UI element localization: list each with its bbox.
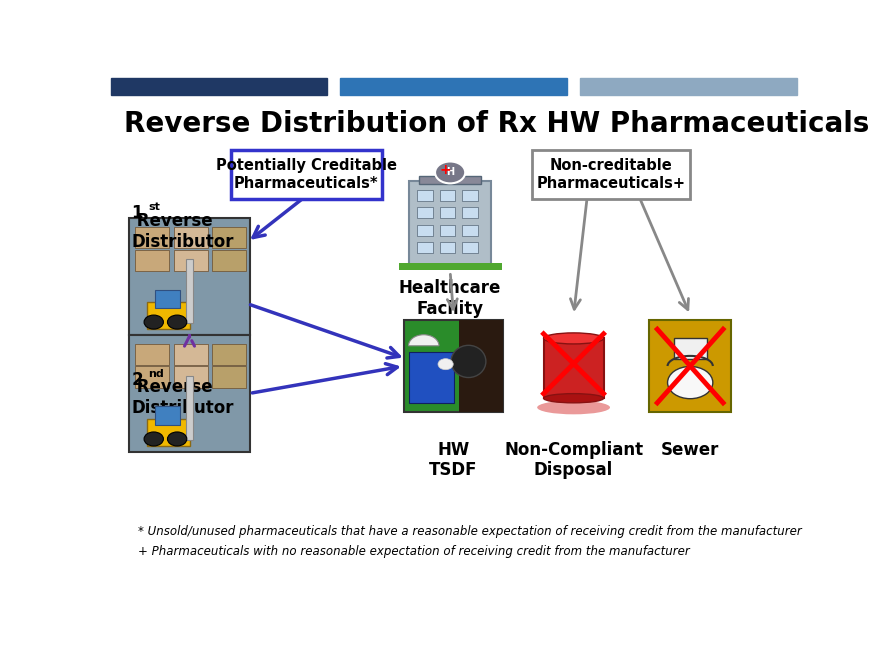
- Bar: [148, 419, 190, 446]
- Text: H: H: [446, 167, 454, 178]
- Bar: [135, 227, 169, 248]
- Bar: [129, 218, 250, 335]
- Text: Non-Compliant
Disposal: Non-Compliant Disposal: [504, 441, 643, 479]
- Wedge shape: [409, 335, 439, 346]
- Ellipse shape: [537, 401, 610, 414]
- Text: Healthcare
Facility: Healthcare Facility: [399, 279, 501, 318]
- Text: Potentially Creditable
Pharmaceuticals*: Potentially Creditable Pharmaceuticals*: [216, 158, 396, 191]
- Bar: [463, 225, 478, 236]
- Bar: [212, 344, 246, 365]
- Bar: [135, 249, 169, 271]
- Bar: [212, 249, 246, 271]
- Bar: [409, 181, 491, 267]
- Bar: [155, 406, 181, 424]
- Text: 2: 2: [131, 371, 142, 389]
- Bar: [417, 190, 433, 201]
- Bar: [135, 344, 169, 365]
- Circle shape: [167, 432, 187, 446]
- Bar: [417, 225, 433, 236]
- Text: Non-creditable
Pharmaceuticals+: Non-creditable Pharmaceuticals+: [537, 158, 686, 191]
- Bar: [212, 366, 246, 388]
- Text: +: +: [439, 163, 450, 177]
- Circle shape: [167, 315, 187, 329]
- Bar: [417, 207, 433, 218]
- Bar: [463, 190, 478, 201]
- Bar: [440, 242, 455, 253]
- Bar: [398, 264, 502, 270]
- Bar: [440, 225, 455, 236]
- Bar: [581, 78, 796, 95]
- Ellipse shape: [451, 346, 486, 377]
- Bar: [341, 78, 566, 95]
- Bar: [129, 335, 250, 452]
- Text: Reverse Distribution of Rx HW Pharmaceuticals: Reverse Distribution of Rx HW Pharmaceut…: [124, 110, 870, 138]
- Bar: [417, 242, 433, 253]
- Bar: [543, 339, 604, 398]
- Circle shape: [144, 315, 164, 329]
- Circle shape: [144, 432, 164, 446]
- FancyBboxPatch shape: [533, 150, 690, 200]
- Bar: [155, 289, 181, 307]
- Bar: [409, 352, 454, 403]
- Text: + Pharmaceuticals with no reasonable expectation of receiving credit from the ma: + Pharmaceuticals with no reasonable exp…: [138, 545, 689, 558]
- Text: 1: 1: [131, 204, 142, 222]
- Bar: [111, 78, 327, 95]
- Text: st: st: [149, 202, 160, 212]
- Text: Sewer: Sewer: [661, 441, 720, 459]
- Text: * Unsold/unused pharmaceuticals that have a reasonable expectation of receiving : * Unsold/unused pharmaceuticals that hav…: [138, 525, 802, 538]
- Text: Reverse
Distributor: Reverse Distributor: [131, 212, 234, 251]
- Bar: [419, 176, 481, 185]
- Bar: [649, 320, 731, 412]
- Text: Reverse
Distributor: Reverse Distributor: [131, 379, 234, 417]
- Bar: [148, 302, 190, 329]
- Bar: [173, 366, 207, 388]
- Bar: [463, 242, 478, 253]
- Ellipse shape: [543, 393, 604, 403]
- Text: HW
TSDF: HW TSDF: [429, 441, 478, 479]
- Bar: [173, 249, 207, 271]
- Bar: [673, 339, 706, 359]
- Bar: [440, 190, 455, 201]
- Bar: [173, 344, 207, 365]
- Bar: [440, 207, 455, 218]
- Bar: [173, 227, 207, 248]
- Circle shape: [438, 359, 453, 370]
- Bar: [187, 258, 193, 323]
- Bar: [458, 320, 504, 412]
- Bar: [404, 320, 504, 412]
- Text: nd: nd: [149, 368, 164, 379]
- Bar: [135, 366, 169, 388]
- FancyBboxPatch shape: [231, 150, 381, 200]
- Circle shape: [435, 162, 466, 183]
- Ellipse shape: [543, 333, 604, 344]
- Ellipse shape: [667, 366, 712, 399]
- Bar: [212, 227, 246, 248]
- Bar: [463, 207, 478, 218]
- Bar: [187, 375, 193, 440]
